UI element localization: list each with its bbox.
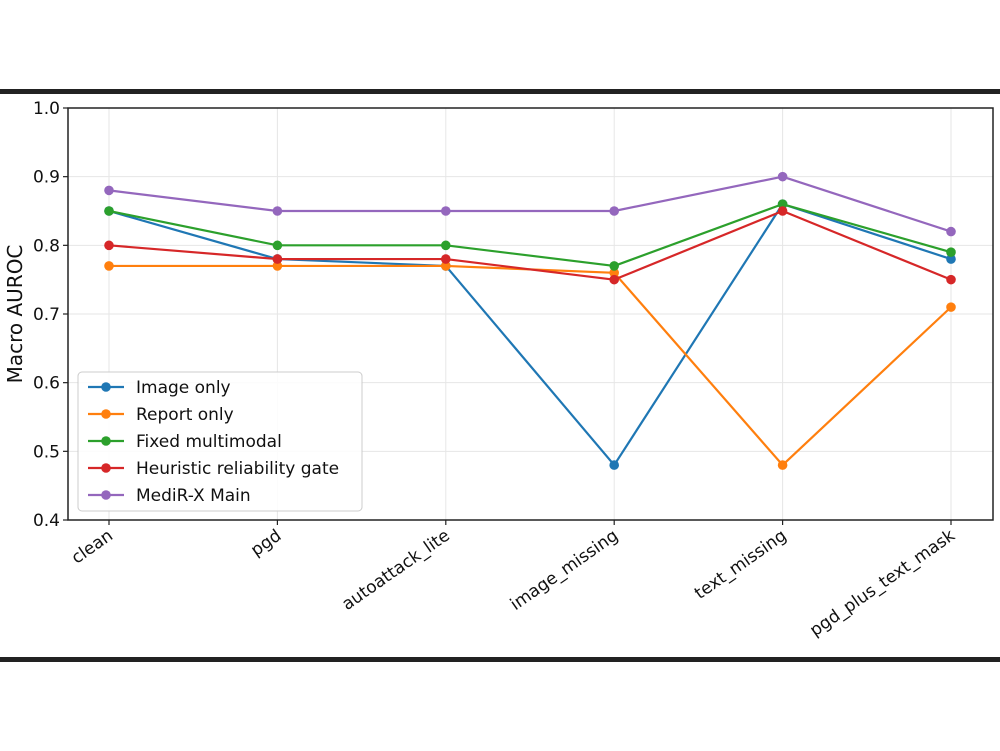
data-point (441, 261, 451, 271)
data-point (441, 206, 451, 216)
series-3 (104, 206, 956, 285)
x-tick-label: pgd (247, 526, 285, 561)
legend-entry: Fixed multimodal (88, 432, 282, 452)
series-line (108, 209, 952, 281)
data-point (609, 261, 619, 271)
data-point (946, 254, 956, 264)
data-point (946, 247, 956, 257)
data-point (609, 268, 619, 278)
bottom-border-rule (0, 657, 1000, 662)
data-point (946, 226, 956, 237)
legend-label: MediR-X Main (136, 486, 251, 506)
series-line (108, 203, 952, 467)
y-tick-label: 0.9 (33, 168, 60, 188)
y-tick-label: 0.8 (33, 236, 60, 256)
data-point (104, 240, 114, 251)
data-point (777, 206, 788, 216)
data-point (777, 460, 788, 470)
legend-label: Image only (136, 378, 231, 398)
data-point (609, 460, 619, 470)
data-point (946, 302, 956, 312)
grid (68, 107, 993, 521)
y-tick-label: 0.4 (33, 511, 60, 531)
x-tick-label: text_missing (691, 526, 790, 604)
y-tick-label: 0.6 (33, 374, 60, 394)
y-axis-title: Macro AUROC (3, 245, 27, 384)
data-point (441, 240, 451, 251)
data-point (104, 185, 114, 196)
legend-box (77, 371, 363, 512)
top-border-rule (0, 89, 1000, 94)
axis-ticks: 0.4 0.5 0.6 0.7 0.8 0.9 1.0 clean pgd autoattack_… (33, 99, 959, 641)
legend-entry: Image only (88, 378, 231, 398)
series-lines (104, 171, 956, 470)
legend-entry: Report only (88, 405, 234, 425)
data-point (272, 206, 283, 216)
series-line (108, 175, 952, 233)
legend-label: Report only (136, 405, 234, 425)
data-point (272, 254, 283, 264)
legend-entry: Heuristic reliability gate (88, 459, 339, 479)
legend-swatch-marker (101, 436, 111, 446)
legend-swatch-marker (101, 463, 111, 473)
series-line (108, 203, 952, 268)
legend-entry: MediR-X Main (88, 486, 251, 506)
data-point (272, 240, 283, 251)
data-point (441, 254, 451, 264)
legend-swatch-marker (101, 409, 111, 419)
data-point (777, 171, 788, 182)
x-tick-label: clean (68, 526, 117, 569)
y-tick-label: 1.0 (33, 99, 60, 119)
y-tick-label: 0.7 (33, 305, 60, 325)
legend: Image only Report only Fixed multimodal Heu… (77, 371, 363, 512)
x-tick-label: autoattack_lite (338, 526, 453, 615)
data-point (272, 261, 283, 271)
data-point (104, 206, 114, 216)
data-point (104, 261, 114, 271)
x-tick-label: image_missing (507, 526, 622, 615)
series-2 (104, 199, 956, 271)
legend-swatch-marker (101, 490, 111, 500)
y-tick-label: 0.5 (33, 442, 60, 462)
series-4 (104, 171, 956, 237)
data-point (609, 274, 619, 285)
data-point (946, 274, 956, 285)
data-point (777, 199, 788, 209)
legend-label: Fixed multimodal (136, 432, 282, 452)
legend-swatch-marker (101, 382, 111, 392)
x-tick-label: pgd_plus_text_mask (806, 526, 959, 641)
data-point (609, 206, 619, 216)
legend-label: Heuristic reliability gate (136, 459, 339, 479)
